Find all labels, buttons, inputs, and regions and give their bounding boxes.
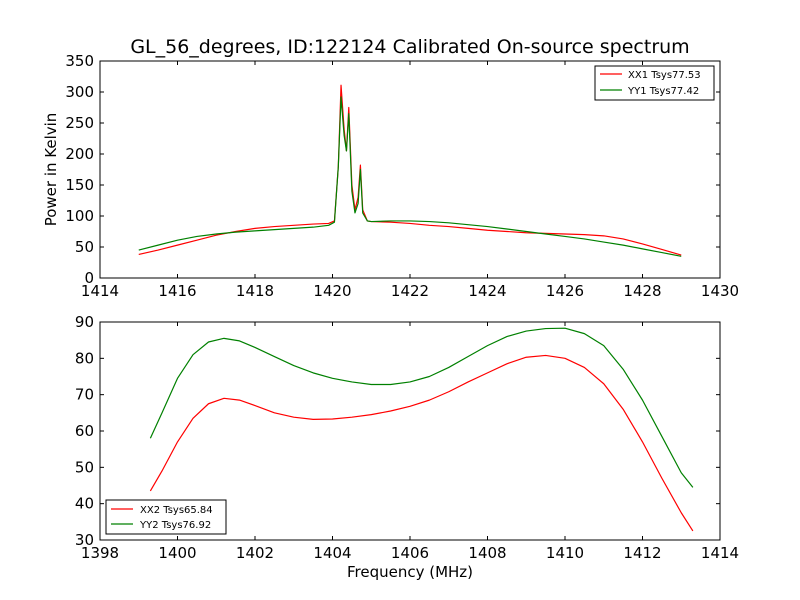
top-legend-label-xx1: XX1 Tsys77.53 [628, 70, 701, 81]
bottom-axis-ticks: 1398 1400 1402 1404 1406 1408 1410 1412 1414 30 40… [75, 313, 739, 562]
top-y-tick-label: 50 [75, 238, 94, 256]
bottom-y-tick-label: 50 [75, 458, 94, 476]
top-y-tick-label: 150 [65, 176, 94, 194]
top-series-lines [138, 84, 682, 257]
top-x-tick-label: 1422 [391, 282, 429, 300]
top-y-tick-label: 300 [65, 83, 94, 101]
bottom-x-tick-label: 1414 [701, 544, 739, 562]
bottom-series-line-0 [149, 354, 694, 532]
bottom-chart: 1398 1400 1402 1404 1406 1408 1410 1412 1414 30 40… [75, 313, 739, 581]
bottom-x-tick-label: 1400 [158, 544, 196, 562]
bottom-x-axis-label: Frequency (MHz) [347, 563, 473, 581]
top-x-tick-label: 1414 [81, 282, 119, 300]
top-y-tick-label: 100 [65, 207, 94, 225]
top-x-tick-label: 1418 [236, 282, 274, 300]
top-x-tick-label: 1430 [701, 282, 739, 300]
bottom-x-tick-label: 1406 [391, 544, 429, 562]
top-axis-ticks: 1414 1416 1418 1420 1422 1424 1426 1428 1430 0 50 1… [65, 52, 739, 300]
top-y-tick-label: 350 [65, 52, 94, 70]
top-legend: XX1 Tsys77.53 YY1 Tsys77.42 [594, 65, 715, 101]
top-legend-box [594, 65, 715, 101]
top-x-tick-label: 1428 [623, 282, 661, 300]
bottom-series-line-1 [149, 327, 694, 488]
bottom-x-tick-label: 1402 [236, 544, 274, 562]
bottom-legend-label-xx2: XX2 Tsys65.84 [140, 505, 213, 516]
top-x-tick-label: 1426 [546, 282, 584, 300]
top-x-tick-label: 1424 [468, 282, 506, 300]
top-y-tick-label: 0 [84, 269, 94, 287]
bottom-legend-box [105, 499, 227, 535]
top-chart: 1414 1416 1418 1420 1422 1424 1426 1428 1430 0 50 1… [42, 52, 739, 300]
bottom-y-tick-label: 70 [75, 386, 94, 404]
top-series-line-1 [138, 96, 682, 257]
chart-title: GL_56_degrees, ID:122124 Calibrated On-s… [130, 36, 689, 58]
bottom-y-tick-label: 40 [75, 495, 94, 513]
bottom-y-tick-label: 90 [75, 313, 94, 331]
bottom-y-tick-label: 60 [75, 422, 94, 440]
top-plot-frame [99, 60, 721, 279]
bottom-y-tick-label: 30 [75, 531, 94, 549]
top-x-tick-label: 1416 [158, 282, 196, 300]
bottom-legend: XX2 Tsys65.84 YY2 Tsys76.92 [105, 499, 227, 535]
bottom-x-tick-label: 1398 [81, 544, 119, 562]
bottom-x-tick-label: 1410 [546, 544, 584, 562]
bottom-series-lines [149, 327, 694, 532]
top-x-tick-label: 1420 [313, 282, 351, 300]
top-y-axis-label: Power in Kelvin [42, 113, 60, 227]
bottom-plot-frame [99, 321, 721, 541]
top-y-tick-label: 250 [65, 114, 94, 132]
bottom-x-tick-label: 1408 [468, 544, 506, 562]
bottom-x-tick-label: 1412 [623, 544, 661, 562]
bottom-x-tick-label: 1404 [313, 544, 351, 562]
bottom-legend-label-yy2: YY2 Tsys76.92 [139, 520, 211, 531]
top-y-tick-label: 200 [65, 145, 94, 163]
top-legend-label-yy1: YY1 Tsys77.42 [627, 86, 699, 97]
bottom-y-tick-label: 80 [75, 349, 94, 367]
